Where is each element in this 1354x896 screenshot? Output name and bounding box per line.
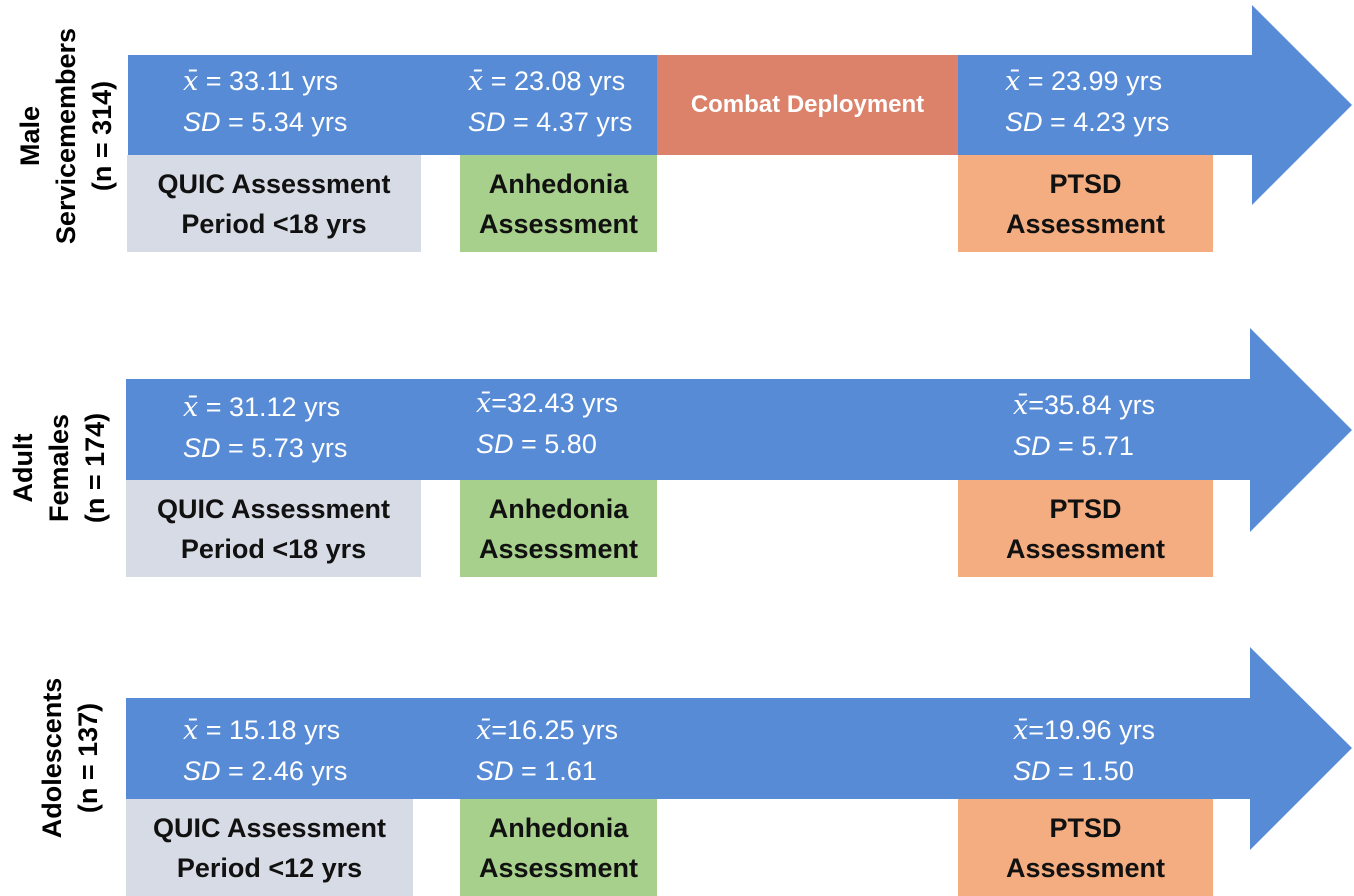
cohort-adolescents: Adolescents (n = 137) x̄ = 15.18 yrs SD … (0, 640, 1354, 896)
cohort-adult-females: Adult Females (n = 174) x̄ = 31.12 yrs S… (0, 320, 1354, 580)
stat-anhedonia-age: x̄=16.25 yrs SD = 1.61 (476, 715, 619, 786)
stat-ptsd-age: x̄=19.96 yrs SD = 1.50 (1013, 715, 1156, 786)
stat-quic-age: x̄ = 15.18 yrs SD = 2.46 yrs (183, 715, 348, 786)
quic-assessment-box: QUIC Assessment Period <18 yrs (127, 155, 421, 252)
cohort-label: Adult Females (n = 174) (8, 412, 110, 524)
ptsd-assessment-box: PTSD Assessment (958, 799, 1213, 896)
anhedonia-assessment-box: Anhedonia Assessment (460, 155, 657, 252)
stat-ptsd-age: x̄=35.84 yrs SD = 5.71 (1013, 390, 1156, 461)
stat-quic-age: x̄ = 33.11 yrs SD = 5.34 yrs (183, 66, 348, 137)
combat-deployment-label: Combat Deployment (690, 91, 925, 118)
cohort-label: Adolescents (n = 137) (37, 677, 103, 839)
anhedonia-assessment-box: Anhedonia Assessment (460, 799, 657, 896)
timeline-arrow (126, 328, 1352, 532)
quic-assessment-box: QUIC Assessment Period <12 yrs (126, 799, 413, 896)
stat-anhedonia-age: x̄=32.43 yrs SD = 5.80 (476, 388, 619, 459)
cohort-label: Male Servicemembers (n = 314) (15, 27, 117, 245)
stat-quic-age: x̄ = 31.12 yrs SD = 5.73 yrs (183, 392, 348, 463)
anhedonia-assessment-box: Anhedonia Assessment (460, 480, 657, 577)
ptsd-assessment-box: PTSD Assessment (958, 480, 1213, 577)
combat-deployment-box: Combat Deployment (657, 55, 958, 155)
timeline-arrow (126, 647, 1352, 850)
stat-anhedonia-age: x̄ = 23.08 yrs SD = 4.37 yrs (468, 66, 633, 137)
cohort-male-servicemembers: Male Servicemembers (n = 314) x̄ = 33.11… (0, 0, 1354, 260)
stat-ptsd-age: x̄ = 23.99 yrs SD = 4.23 yrs (1005, 66, 1170, 137)
quic-assessment-box: QUIC Assessment Period <18 yrs (126, 480, 421, 577)
ptsd-assessment-box: PTSD Assessment (958, 155, 1213, 252)
